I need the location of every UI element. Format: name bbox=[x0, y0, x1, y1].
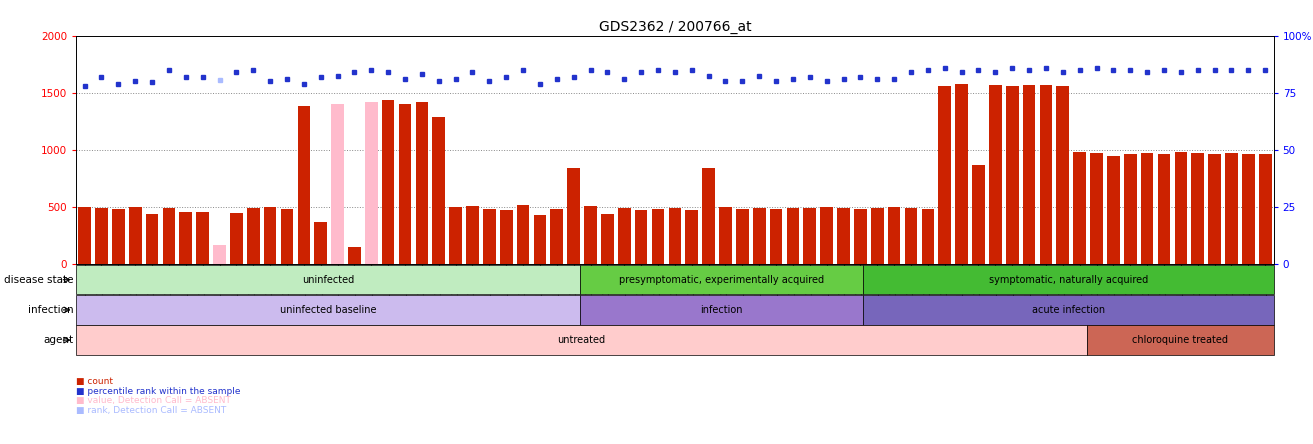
Bar bbox=[550, 209, 563, 264]
Text: ■ rank, Detection Call = ABSENT: ■ rank, Detection Call = ABSENT bbox=[76, 406, 226, 415]
Bar bbox=[466, 206, 479, 264]
Text: ■ value, Detection Call = ABSENT: ■ value, Detection Call = ABSENT bbox=[76, 396, 231, 405]
Text: disease state: disease state bbox=[4, 275, 74, 285]
Bar bbox=[230, 213, 243, 264]
Bar bbox=[1259, 155, 1271, 264]
Bar bbox=[651, 209, 664, 264]
Bar bbox=[1242, 155, 1255, 264]
Bar bbox=[517, 205, 529, 264]
Bar bbox=[989, 85, 1002, 264]
Bar bbox=[449, 207, 462, 264]
Bar bbox=[972, 165, 985, 264]
Bar bbox=[298, 107, 310, 264]
Text: chloroquine treated: chloroquine treated bbox=[1132, 335, 1228, 345]
Bar bbox=[146, 214, 159, 264]
Bar bbox=[1158, 155, 1170, 264]
Text: uninfected baseline: uninfected baseline bbox=[280, 305, 377, 315]
Bar bbox=[1040, 85, 1052, 264]
Bar bbox=[838, 208, 850, 264]
Bar bbox=[888, 207, 901, 264]
Bar bbox=[567, 168, 580, 264]
Bar bbox=[432, 117, 445, 264]
Bar bbox=[1208, 155, 1221, 264]
Text: symptomatic, naturally acquired: symptomatic, naturally acquired bbox=[989, 275, 1148, 285]
Text: ■ percentile rank within the sample: ■ percentile rank within the sample bbox=[76, 387, 240, 396]
Bar bbox=[752, 208, 765, 264]
Bar bbox=[365, 102, 378, 264]
Bar bbox=[416, 102, 428, 264]
Bar bbox=[1073, 152, 1086, 264]
Bar bbox=[382, 99, 394, 264]
Bar bbox=[79, 207, 91, 264]
Bar bbox=[1107, 155, 1120, 264]
Bar bbox=[129, 207, 142, 264]
Bar bbox=[1090, 153, 1103, 264]
Bar bbox=[1124, 155, 1137, 264]
Bar bbox=[634, 210, 647, 264]
Bar bbox=[163, 208, 175, 264]
Bar bbox=[584, 206, 597, 264]
Title: GDS2362 / 200766_at: GDS2362 / 200766_at bbox=[599, 20, 751, 35]
Bar bbox=[399, 104, 411, 264]
Text: ■ count: ■ count bbox=[76, 377, 113, 386]
Bar bbox=[720, 207, 731, 264]
Bar bbox=[112, 209, 125, 264]
Bar bbox=[956, 83, 968, 264]
Bar bbox=[821, 207, 832, 264]
Bar bbox=[601, 214, 613, 264]
Bar bbox=[1191, 153, 1204, 264]
Bar bbox=[1175, 152, 1187, 264]
Bar bbox=[1141, 153, 1153, 264]
Text: uninfected: uninfected bbox=[302, 275, 355, 285]
Bar bbox=[180, 212, 192, 264]
Bar bbox=[702, 168, 716, 264]
Bar bbox=[314, 222, 327, 264]
Bar bbox=[95, 208, 108, 264]
Text: presymptomatic, experimentally acquired: presymptomatic, experimentally acquired bbox=[618, 275, 825, 285]
Bar bbox=[483, 209, 496, 264]
Bar bbox=[533, 215, 546, 264]
Bar bbox=[348, 247, 361, 264]
Bar bbox=[668, 208, 681, 264]
Bar bbox=[853, 209, 867, 264]
Bar bbox=[939, 86, 951, 264]
Bar bbox=[769, 209, 783, 264]
Bar bbox=[1057, 86, 1069, 264]
Text: agent: agent bbox=[43, 335, 74, 345]
Text: untreated: untreated bbox=[558, 335, 605, 345]
Bar bbox=[737, 209, 748, 264]
Bar bbox=[618, 208, 630, 264]
Bar bbox=[264, 207, 277, 264]
Bar bbox=[786, 208, 800, 264]
Bar bbox=[871, 208, 884, 264]
Bar bbox=[922, 209, 934, 264]
Text: infection: infection bbox=[28, 305, 74, 315]
Bar bbox=[1225, 153, 1238, 264]
Bar bbox=[905, 208, 918, 264]
Bar bbox=[213, 245, 226, 264]
Bar bbox=[804, 208, 817, 264]
Bar bbox=[1023, 85, 1036, 264]
Bar bbox=[331, 104, 344, 264]
Bar bbox=[685, 210, 699, 264]
Bar bbox=[247, 208, 260, 264]
Bar bbox=[1006, 86, 1019, 264]
Text: infection: infection bbox=[700, 305, 743, 315]
Bar bbox=[281, 209, 293, 264]
Text: acute infection: acute infection bbox=[1032, 305, 1104, 315]
Bar bbox=[197, 212, 209, 264]
Bar bbox=[500, 210, 512, 264]
